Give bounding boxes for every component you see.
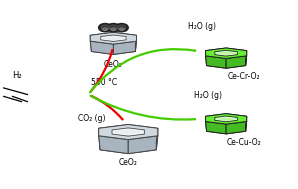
FancyArrowPatch shape	[92, 96, 122, 119]
Polygon shape	[156, 128, 158, 150]
Polygon shape	[246, 51, 247, 66]
Polygon shape	[91, 43, 135, 54]
Circle shape	[99, 23, 112, 32]
Polygon shape	[99, 128, 100, 150]
Polygon shape	[206, 51, 207, 66]
Polygon shape	[226, 56, 247, 68]
Circle shape	[107, 23, 120, 32]
Polygon shape	[226, 114, 247, 126]
Text: CeO₂: CeO₂	[104, 60, 123, 69]
Text: H₂: H₂	[12, 71, 22, 80]
Polygon shape	[90, 35, 91, 51]
Polygon shape	[206, 122, 226, 134]
FancyArrowPatch shape	[91, 96, 195, 120]
Polygon shape	[206, 114, 226, 126]
Polygon shape	[113, 129, 144, 135]
Polygon shape	[226, 122, 247, 134]
Polygon shape	[100, 139, 156, 154]
Text: CeO₂: CeO₂	[119, 158, 138, 167]
Circle shape	[115, 23, 128, 32]
Polygon shape	[99, 125, 158, 139]
Text: Ce-Cu-O₂: Ce-Cu-O₂	[226, 138, 261, 147]
Polygon shape	[101, 36, 125, 40]
Polygon shape	[114, 32, 136, 46]
Polygon shape	[114, 41, 136, 54]
Polygon shape	[99, 136, 128, 154]
Circle shape	[103, 27, 108, 30]
Polygon shape	[206, 56, 226, 68]
Text: H₂O (g): H₂O (g)	[188, 22, 216, 31]
Polygon shape	[90, 41, 114, 54]
Polygon shape	[246, 116, 247, 131]
Polygon shape	[90, 32, 136, 44]
FancyArrowPatch shape	[91, 50, 112, 91]
Text: Ce-Cr-O₂: Ce-Cr-O₂	[228, 72, 260, 81]
Polygon shape	[207, 58, 246, 68]
Text: CO₂ (g): CO₂ (g)	[78, 114, 105, 123]
Polygon shape	[207, 123, 246, 134]
Polygon shape	[206, 116, 207, 131]
Polygon shape	[99, 125, 128, 142]
Polygon shape	[226, 48, 247, 60]
Polygon shape	[135, 35, 136, 51]
Polygon shape	[128, 125, 158, 142]
Circle shape	[111, 27, 116, 30]
Text: H₂O (g): H₂O (g)	[194, 91, 222, 100]
Polygon shape	[215, 51, 237, 55]
Polygon shape	[206, 114, 247, 124]
Polygon shape	[206, 48, 247, 58]
Polygon shape	[128, 136, 158, 154]
Polygon shape	[90, 32, 114, 46]
Text: 550 °C: 550 °C	[91, 78, 117, 87]
Polygon shape	[206, 48, 226, 60]
FancyArrowPatch shape	[90, 49, 195, 92]
Circle shape	[119, 27, 124, 30]
Polygon shape	[215, 117, 237, 121]
